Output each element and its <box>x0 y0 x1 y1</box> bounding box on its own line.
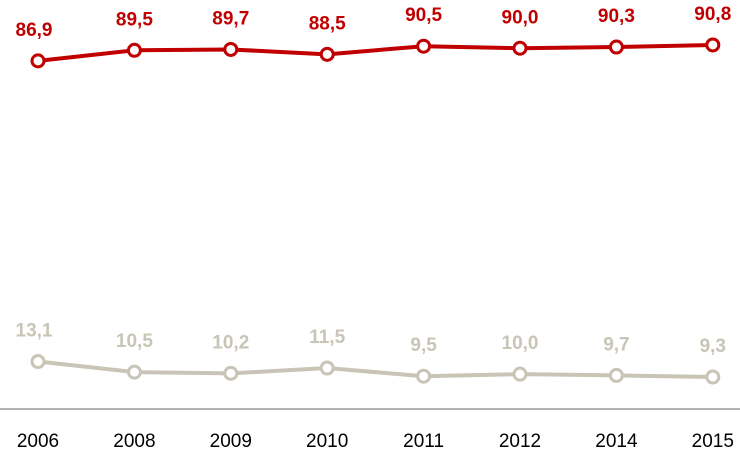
data-point <box>126 364 142 380</box>
data-point <box>319 360 335 376</box>
data-label: 86,9 <box>16 20 53 41</box>
data-point <box>30 354 46 370</box>
data-point <box>705 37 721 53</box>
data-label: 90,3 <box>598 6 635 27</box>
data-label: 9,5 <box>410 335 437 356</box>
x-tick-label: 2010 <box>306 431 348 452</box>
data-point <box>416 38 432 54</box>
data-label: 90,5 <box>405 5 442 26</box>
data-point <box>416 368 432 384</box>
data-point <box>512 40 528 56</box>
data-point <box>319 46 335 62</box>
series-line <box>37 359 713 380</box>
data-point <box>223 41 239 57</box>
x-tick-label: 2009 <box>210 431 252 452</box>
data-label: 89,5 <box>116 9 153 30</box>
data-label: 89,7 <box>212 8 249 29</box>
data-label: 88,5 <box>309 13 346 34</box>
data-label: 10,5 <box>116 331 153 352</box>
x-tick-label: 2008 <box>113 431 155 452</box>
x-tick-label: 2011 <box>403 431 444 452</box>
data-label: 90,0 <box>502 7 539 28</box>
x-tick-label: 2006 <box>17 431 59 452</box>
data-label: 13,1 <box>16 321 53 342</box>
data-label: 9,7 <box>603 334 629 355</box>
x-tick-label: 2014 <box>595 431 638 452</box>
data-point <box>223 365 239 381</box>
data-label: 11,5 <box>309 327 345 348</box>
data-point <box>608 367 624 383</box>
data-label: 10,2 <box>212 332 249 353</box>
data-label: 10,0 <box>502 333 539 354</box>
data-point <box>126 42 142 58</box>
data-point <box>608 39 624 55</box>
series-line <box>37 42 713 63</box>
data-point <box>512 366 528 382</box>
x-tick-label: 2015 <box>692 431 734 452</box>
x-tick-label: 2012 <box>499 431 541 452</box>
data-label: 9,3 <box>700 336 726 357</box>
data-label: 90,8 <box>694 4 731 25</box>
data-point <box>705 369 721 385</box>
data-point <box>30 53 46 69</box>
